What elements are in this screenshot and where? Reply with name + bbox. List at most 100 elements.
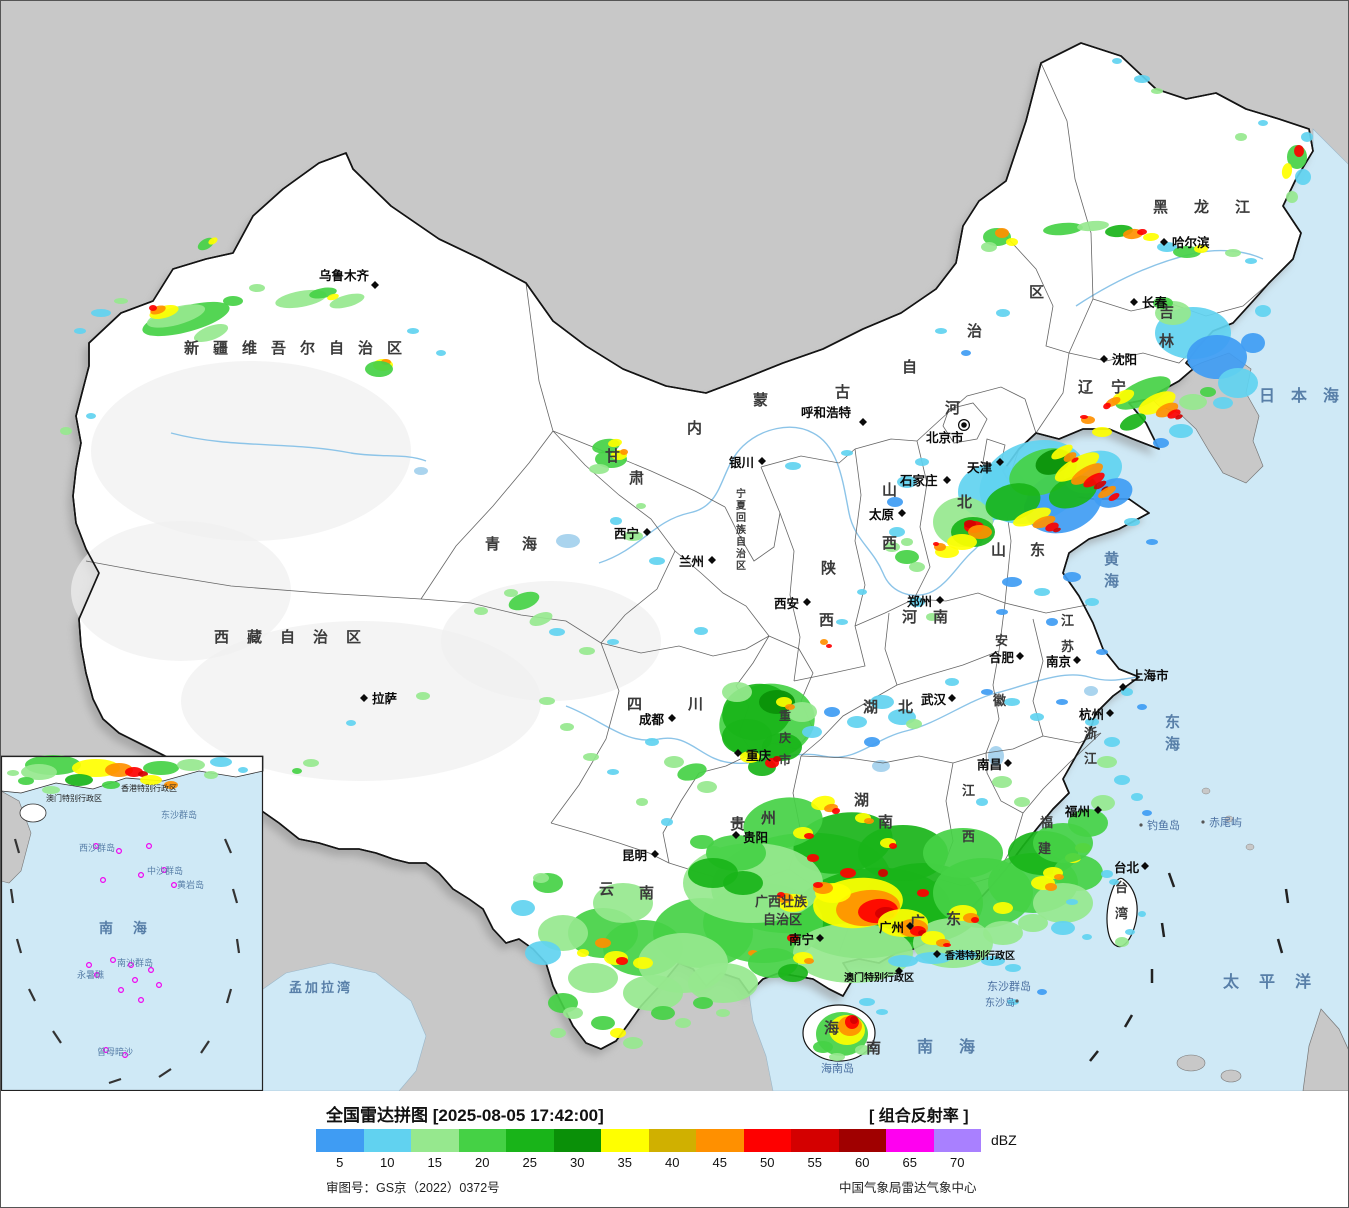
map-license-number: 审图号：GS京（2022）0372号: [326, 1181, 500, 1195]
radar-echo: [1037, 989, 1047, 995]
city-label: 银川: [729, 455, 754, 470]
island-label: 钓鱼岛: [1147, 818, 1180, 832]
city-label: 拉萨: [372, 691, 398, 706]
inset-radar-echo: [7, 770, 19, 776]
radar-echo: [901, 538, 913, 546]
city-label: 重庆: [746, 748, 772, 763]
radar-echo: [1200, 387, 1216, 397]
inset-label: 南 海: [99, 920, 155, 936]
province-label: 江: [1084, 751, 1097, 766]
radar-echo: [1281, 163, 1293, 179]
capital-marker: [961, 422, 967, 428]
city-marker: [651, 850, 659, 858]
province-label: 山东: [991, 541, 1069, 559]
legend-swatch: [648, 1129, 696, 1152]
city-label: 昆明: [622, 848, 647, 863]
province-label: 江: [962, 783, 975, 798]
radar-echo: [538, 915, 588, 951]
province-border: [854, 438, 918, 450]
radar-echo: [675, 1018, 691, 1028]
city-label: 南京: [1046, 654, 1072, 669]
legend-tick: 70: [950, 1155, 965, 1170]
radar-echo: [1083, 472, 1105, 488]
radar-echo: [1103, 402, 1111, 410]
colorbar-ticks: 5 10 15 20 25 30 35 40 45 50 55 60 65 70: [316, 1155, 981, 1170]
province-border: [896, 650, 1000, 686]
city-label: 天津: [967, 460, 993, 475]
lake: [414, 467, 428, 475]
inset-hainan: [19, 803, 47, 823]
radar-echo: [909, 562, 925, 572]
radar-echo: [722, 719, 772, 755]
radar-echo: [926, 613, 938, 621]
legend-tick: 30: [570, 1155, 585, 1170]
city-marker: [895, 967, 903, 975]
radar-echo: [1066, 899, 1078, 905]
river-line: [170, 432, 427, 462]
radar-echo: [1295, 169, 1311, 185]
radar-echo: [616, 957, 628, 965]
province-border: [854, 598, 915, 627]
radar-echo: [1006, 238, 1018, 246]
boundary-dash: [1167, 872, 1176, 888]
radar-echo: [74, 328, 86, 334]
legend-swatch: [886, 1129, 934, 1152]
radar-echo: [636, 798, 648, 806]
radar-echo: [947, 534, 977, 550]
radar-echo: [909, 597, 925, 607]
inset-boundary-dash: [9, 888, 15, 904]
radar-echo: [249, 284, 265, 292]
province-label: 西: [819, 612, 834, 629]
province-label: 蒙: [753, 391, 768, 409]
radar-echo: [651, 1006, 675, 1020]
radar-echo: [645, 738, 659, 746]
province-border: [420, 598, 602, 644]
boundary-dash: [1276, 938, 1284, 954]
city-label: 上海市: [1131, 668, 1169, 683]
radar-echo: [1085, 718, 1099, 726]
inset-radar-echo: [138, 771, 148, 777]
terrain-shading: [71, 521, 291, 661]
radar-echo: [829, 1053, 845, 1061]
radar-echo: [1258, 120, 1268, 126]
radar-echo: [773, 756, 781, 762]
radar-echo: [1104, 737, 1120, 747]
radar-echo: [1085, 598, 1099, 606]
city-label: 长春: [1142, 295, 1168, 310]
city-label: 哈尔滨: [1172, 235, 1210, 250]
radar-echo: [620, 449, 628, 455]
city-marker: [1100, 355, 1108, 363]
radar-echo: [778, 964, 808, 982]
city-label: 太原: [869, 507, 895, 522]
river-line: [565, 674, 1138, 765]
legend-tick: 65: [902, 1155, 917, 1170]
city-label: 南宁: [789, 932, 814, 947]
province-label: 治: [736, 547, 746, 560]
radar-echo: [855, 1045, 871, 1055]
inset-island-mark: [93, 971, 100, 978]
radar-echo: [824, 707, 840, 717]
inset-label: 澳门特别行政区: [46, 793, 102, 803]
city-marker: [1094, 806, 1102, 814]
radar-echo: [995, 228, 1009, 238]
inset-label: 黄岩岛: [177, 879, 204, 890]
radar-echo: [1157, 242, 1177, 252]
inset-label: 西沙群岛: [79, 842, 115, 853]
radar-echo: [787, 934, 799, 942]
city-label: 杭州: [1079, 707, 1104, 722]
radar-echo: [888, 955, 918, 967]
small-island: [1201, 787, 1211, 795]
legend-swatch: [458, 1129, 506, 1152]
islet-dot: [1015, 999, 1019, 1003]
inset-island-mark: [121, 1051, 128, 1058]
radar-echo: [1053, 527, 1061, 533]
radar-echo: [525, 941, 561, 965]
province-label: 山: [882, 482, 897, 499]
radar-echo: [981, 956, 1005, 966]
radar-echo: [722, 682, 752, 702]
radar-echo: [943, 943, 951, 947]
province-label: 湖: [854, 792, 869, 809]
inset-label: 曾母暗沙: [97, 1046, 133, 1057]
radar-echo: [149, 305, 157, 311]
